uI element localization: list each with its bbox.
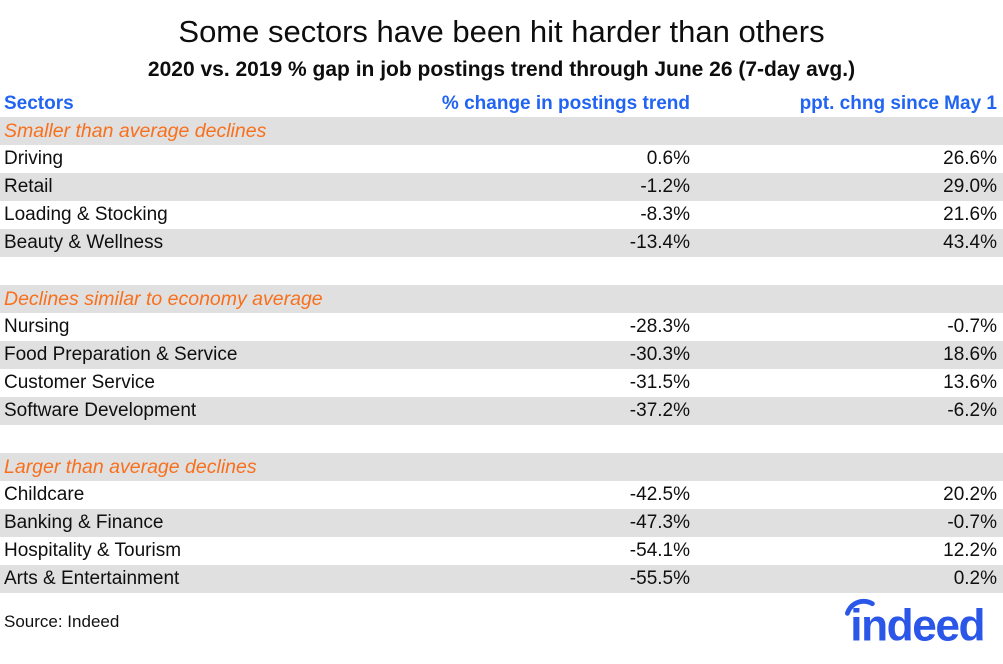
change-cell: -54.1% xyxy=(629,540,690,561)
change-cell: -37.2% xyxy=(629,400,690,421)
infographic-table: Some sectors have been hit harder than o… xyxy=(0,13,1003,664)
page-title: Some sectors have been hit harder than o… xyxy=(178,14,825,49)
change-cell: -1.2% xyxy=(640,176,690,197)
change-cell: -47.3% xyxy=(629,512,690,533)
source-note: Source: Indeed xyxy=(4,612,120,631)
ppt-cell: 0.2% xyxy=(953,568,997,589)
ppt-cell: 12.2% xyxy=(943,540,997,561)
indeed-logo-arc-icon xyxy=(844,599,875,616)
group-gap xyxy=(0,257,1003,285)
group-header-larger-declines: Larger than average declines xyxy=(0,453,1003,481)
change-cell: -42.5% xyxy=(629,484,690,505)
sector-cell: Hospitality & Tourism xyxy=(4,540,182,561)
ppt-cell: -0.7% xyxy=(947,512,997,533)
table-row: Loading & Stocking -8.3% 21.6% xyxy=(0,201,1003,229)
ppt-cell: 13.6% xyxy=(943,372,997,393)
table-row: Driving 0.6% 26.6% xyxy=(0,145,1003,173)
table-row: Nursing -28.3% -0.7% xyxy=(0,313,1003,341)
table-header-row: Sectors % change in postings trend ppt. … xyxy=(0,90,1003,117)
sector-cell: Loading & Stocking xyxy=(4,204,168,225)
change-cell: -30.3% xyxy=(629,344,690,365)
sector-cell: Banking & Finance xyxy=(4,512,164,533)
sector-cell: Beauty & Wellness xyxy=(4,232,164,253)
sector-cell: Food Preparation & Service xyxy=(4,344,238,365)
ppt-cell: 29.0% xyxy=(943,176,997,197)
ppt-cell: -6.2% xyxy=(947,400,997,421)
sector-cell: Retail xyxy=(4,176,53,197)
footer: Source: Indeed indeed xyxy=(0,593,1003,651)
column-header-change: % change in postings trend xyxy=(441,92,690,114)
sector-cell: Childcare xyxy=(4,484,85,505)
table-row: Hospitality & Tourism -54.1% 12.2% xyxy=(0,537,1003,565)
change-cell: 0.6% xyxy=(646,148,690,169)
group-gap xyxy=(0,425,1003,453)
change-cell: -8.3% xyxy=(640,204,690,225)
ppt-cell: 26.6% xyxy=(943,148,997,169)
ppt-cell: 18.6% xyxy=(943,344,997,365)
sector-cell: Arts & Entertainment xyxy=(4,568,180,589)
table-row: Customer Service -31.5% 13.6% xyxy=(0,369,1003,397)
group-header-smaller-declines: Smaller than average declines xyxy=(0,117,1003,145)
indeed-logo: indeed xyxy=(844,599,986,647)
table-row: Beauty & Wellness -13.4% 43.4% xyxy=(0,229,1003,257)
ppt-cell: -0.7% xyxy=(947,316,997,337)
sector-cell: Nursing xyxy=(4,316,70,337)
column-header-ppt: ppt. chng since May 1 xyxy=(799,92,997,114)
ppt-cell: 43.4% xyxy=(943,232,997,253)
page-subtitle: 2020 vs. 2019 % gap in job postings tren… xyxy=(147,58,856,81)
table-row: Software Development -37.2% -6.2% xyxy=(0,397,1003,425)
table-row: Food Preparation & Service -30.3% 18.6% xyxy=(0,341,1003,369)
indeed-logo-wordmark: indeed xyxy=(850,601,984,647)
sector-cell: Software Development xyxy=(4,400,197,421)
table-row: Arts & Entertainment -55.5% 0.2% xyxy=(0,565,1003,593)
column-header-sectors: Sectors xyxy=(4,92,74,114)
change-cell: -28.3% xyxy=(629,316,690,337)
sector-cell: Driving xyxy=(4,148,64,169)
change-cell: -31.5% xyxy=(629,372,690,393)
table-row: Childcare -42.5% 20.2% xyxy=(0,481,1003,509)
table-row: Banking & Finance -47.3% -0.7% xyxy=(0,509,1003,537)
sector-cell: Customer Service xyxy=(4,372,155,393)
table-row: Retail -1.2% 29.0% xyxy=(0,173,1003,201)
ppt-cell: 20.2% xyxy=(943,484,997,505)
group-header-average-declines: Declines similar to economy average xyxy=(0,285,1003,313)
ppt-cell: 21.6% xyxy=(943,204,997,225)
change-cell: -55.5% xyxy=(629,568,690,589)
change-cell: -13.4% xyxy=(629,232,690,253)
